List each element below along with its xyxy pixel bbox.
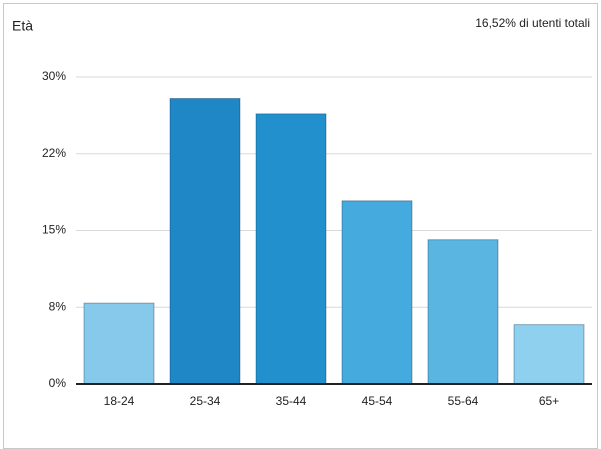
- bar: [427, 239, 499, 385]
- bar: [341, 200, 413, 385]
- bar: [255, 113, 327, 385]
- bar: [83, 302, 155, 385]
- y-tick-label: 8%: [49, 299, 67, 313]
- y-tick-label: 0%: [49, 376, 67, 390]
- x-tick-label: 18-24: [104, 394, 135, 408]
- x-tick-label: 35-44: [276, 394, 307, 408]
- chart-title: Età: [12, 18, 33, 34]
- y-tick-label: 30%: [42, 69, 66, 83]
- y-tick-label: 15%: [42, 223, 66, 237]
- chart-subtitle: 16,52% di utenti totali: [475, 16, 590, 30]
- x-tick-label: 65+: [539, 394, 559, 408]
- bar: [513, 324, 585, 385]
- bar: [169, 97, 241, 385]
- x-tick-label: 55-64: [448, 394, 479, 408]
- y-tick-label: 22%: [42, 146, 66, 160]
- x-tick-label: 25-34: [190, 394, 221, 408]
- x-tick-label: 45-54: [362, 394, 393, 408]
